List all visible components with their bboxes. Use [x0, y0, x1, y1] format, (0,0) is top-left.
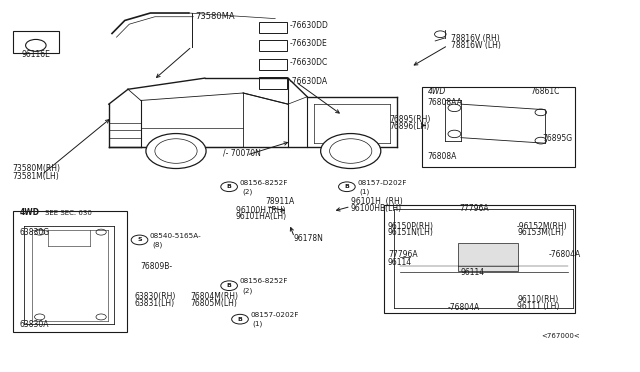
Text: <767000<: <767000<	[541, 333, 580, 339]
Text: 63830(RH): 63830(RH)	[134, 292, 176, 301]
Text: B: B	[227, 283, 232, 288]
Text: 76808AA: 76808AA	[428, 98, 462, 107]
Text: -76630DD: -76630DD	[289, 21, 328, 30]
Text: (2): (2)	[242, 188, 252, 195]
Bar	[13, 31, 59, 53]
Text: 76804M(RH): 76804M(RH)	[191, 292, 239, 301]
Circle shape	[35, 229, 45, 235]
Text: 96153M(LH): 96153M(LH)	[517, 228, 564, 237]
Text: 78816W (LH): 78816W (LH)	[451, 41, 501, 50]
Text: 08540-5165A-: 08540-5165A-	[150, 233, 202, 239]
Text: 76895(RH): 76895(RH)	[389, 115, 431, 124]
Circle shape	[155, 139, 197, 163]
Text: 77796A: 77796A	[460, 204, 489, 213]
Circle shape	[448, 130, 461, 138]
Text: 77796A: 77796A	[388, 250, 417, 259]
Text: 4WD: 4WD	[19, 208, 39, 217]
Text: 78911A: 78911A	[266, 197, 295, 206]
Circle shape	[35, 314, 45, 320]
Circle shape	[435, 31, 446, 38]
Text: -76630DC: -76630DC	[289, 58, 328, 67]
Text: 63830A: 63830A	[19, 320, 49, 329]
Text: B: B	[227, 184, 232, 189]
Text: -76630DA: -76630DA	[289, 77, 328, 86]
Text: 73580MA: 73580MA	[195, 12, 235, 20]
Text: -76804A: -76804A	[549, 250, 581, 259]
Text: /- 70070N: /- 70070N	[223, 148, 260, 157]
Text: 96101HA(LH): 96101HA(LH)	[236, 212, 287, 221]
Text: 96100HB(LH): 96100HB(LH)	[351, 203, 402, 212]
Text: (8): (8)	[152, 241, 163, 248]
Text: 96178N: 96178N	[293, 234, 323, 243]
Text: 63831(LH): 63831(LH)	[134, 299, 175, 308]
Circle shape	[146, 134, 206, 169]
Text: 78816V (RH): 78816V (RH)	[451, 34, 500, 43]
Text: 96114: 96114	[461, 268, 485, 277]
Text: B: B	[344, 184, 349, 189]
Text: S: S	[137, 237, 142, 243]
Text: 63830G: 63830G	[19, 228, 49, 237]
Text: 76861C: 76861C	[530, 87, 559, 96]
Text: -76804A: -76804A	[448, 302, 480, 311]
Circle shape	[232, 314, 248, 324]
Bar	[422, 87, 575, 167]
Circle shape	[96, 229, 106, 235]
Text: 96111 (LH): 96111 (LH)	[517, 302, 559, 311]
Text: (1): (1)	[360, 188, 370, 195]
Circle shape	[96, 314, 106, 320]
Bar	[259, 77, 287, 89]
Circle shape	[131, 235, 148, 245]
Text: 76809B-: 76809B-	[141, 262, 173, 270]
Circle shape	[535, 137, 547, 144]
Circle shape	[330, 139, 372, 163]
Text: 96150P(RH): 96150P(RH)	[388, 222, 434, 231]
Bar	[13, 211, 127, 332]
Circle shape	[26, 39, 46, 51]
Text: 08157-0202F: 08157-0202F	[250, 312, 299, 318]
Bar	[259, 59, 287, 70]
Circle shape	[339, 182, 355, 192]
Text: 73581M(LH): 73581M(LH)	[13, 172, 60, 181]
Text: 96114: 96114	[388, 258, 412, 267]
Bar	[458, 243, 518, 271]
Text: 96100H (RH): 96100H (RH)	[236, 206, 285, 215]
Bar	[259, 22, 287, 33]
Text: 08157-D202F: 08157-D202F	[357, 180, 406, 186]
Circle shape	[321, 134, 381, 169]
Text: 96101H  (RH): 96101H (RH)	[351, 197, 403, 206]
Text: 96151N(LH): 96151N(LH)	[388, 228, 434, 237]
Circle shape	[535, 109, 547, 116]
Bar	[259, 40, 287, 51]
Text: (2): (2)	[242, 287, 252, 294]
Bar	[384, 205, 575, 313]
Text: 4WD: 4WD	[428, 87, 446, 96]
Text: (1): (1)	[253, 321, 263, 327]
Text: -96152M(RH): -96152M(RH)	[517, 222, 568, 231]
Text: 96110(RH): 96110(RH)	[517, 295, 558, 304]
Text: 76805M(LH): 76805M(LH)	[191, 299, 237, 308]
Text: 96116E: 96116E	[21, 49, 51, 58]
Text: SEE SEC. 630: SEE SEC. 630	[45, 210, 92, 216]
Text: 76808A: 76808A	[428, 152, 457, 161]
Text: -76630DE: -76630DE	[289, 39, 327, 48]
Text: B: B	[237, 317, 243, 322]
Circle shape	[221, 281, 237, 291]
Circle shape	[448, 104, 461, 112]
Text: 76896(LH): 76896(LH)	[389, 122, 429, 131]
Text: 08156-8252F: 08156-8252F	[239, 279, 288, 285]
Circle shape	[221, 182, 237, 192]
Text: 08156-8252F: 08156-8252F	[239, 180, 288, 186]
Text: 73580M(RH): 73580M(RH)	[13, 164, 61, 173]
Text: 76895G: 76895G	[543, 134, 573, 143]
